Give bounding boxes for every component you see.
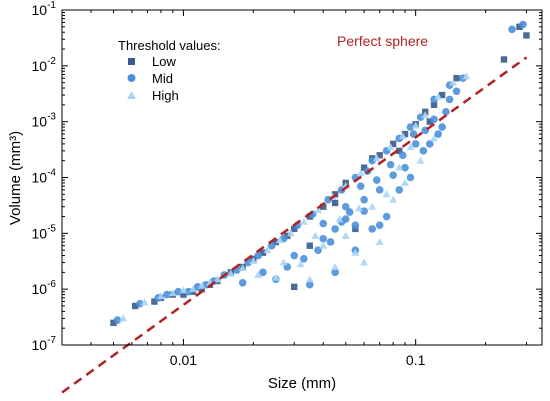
- x-tick-label: 0.1: [406, 352, 426, 368]
- point-mid: [519, 21, 527, 29]
- point-mid: [383, 213, 391, 221]
- y-tick-label: 10-1: [32, 0, 57, 18]
- legend-title: Threshold values:: [118, 38, 221, 53]
- y-tick-label: 10-7: [32, 335, 57, 353]
- point-mid: [389, 171, 397, 179]
- legend-marker-mid: [128, 74, 136, 82]
- point-mid: [368, 225, 376, 233]
- x-axis-title: Size (mm): [268, 375, 336, 392]
- reference-line-label: Perfect sphere: [337, 33, 428, 49]
- point-mid: [395, 186, 403, 194]
- x-tick-label: 0.01: [170, 352, 197, 368]
- point-mid: [319, 235, 327, 243]
- point-mid: [254, 252, 262, 260]
- point-mid: [290, 252, 298, 260]
- point-low: [307, 243, 313, 249]
- point-mid: [508, 26, 516, 34]
- point-mid: [442, 108, 450, 116]
- point-mid: [327, 238, 335, 246]
- y-tick-label: 10-5: [32, 223, 57, 241]
- point-mid: [420, 147, 428, 155]
- point-mid: [446, 96, 454, 104]
- point-mid: [434, 130, 442, 138]
- point-mid: [387, 161, 395, 169]
- point-mid: [319, 220, 327, 228]
- legend-entry-low: Low: [152, 54, 176, 69]
- point-low: [453, 75, 459, 81]
- y-tick-label: 10-6: [32, 279, 57, 297]
- point-low: [291, 284, 297, 290]
- legend-entry-mid: Mid: [152, 71, 173, 86]
- y-axis-title: Volume (mm³): [7, 131, 24, 225]
- point-low: [501, 56, 507, 62]
- point-mid: [373, 176, 381, 184]
- point-mid: [357, 182, 365, 190]
- point-mid: [412, 140, 420, 148]
- point-mid: [453, 87, 461, 95]
- point-mid: [430, 116, 438, 124]
- point-mid: [360, 196, 368, 204]
- point-mid: [331, 225, 339, 233]
- point-low: [332, 200, 338, 206]
- point-mid: [346, 208, 354, 216]
- point-mid: [352, 221, 360, 229]
- point-mid: [399, 151, 407, 159]
- point-mid: [376, 186, 384, 194]
- point-mid: [239, 279, 247, 287]
- y-tick-label: 10-2: [32, 56, 57, 74]
- point-mid: [407, 174, 415, 182]
- y-tick-label: 10-4: [32, 168, 57, 186]
- point-low: [523, 32, 529, 38]
- point-mid: [438, 123, 446, 131]
- point-mid: [376, 221, 384, 229]
- legend-marker-low: [128, 58, 135, 65]
- legend-entry-high: High: [152, 88, 179, 103]
- y-tick-label: 10-3: [32, 112, 57, 130]
